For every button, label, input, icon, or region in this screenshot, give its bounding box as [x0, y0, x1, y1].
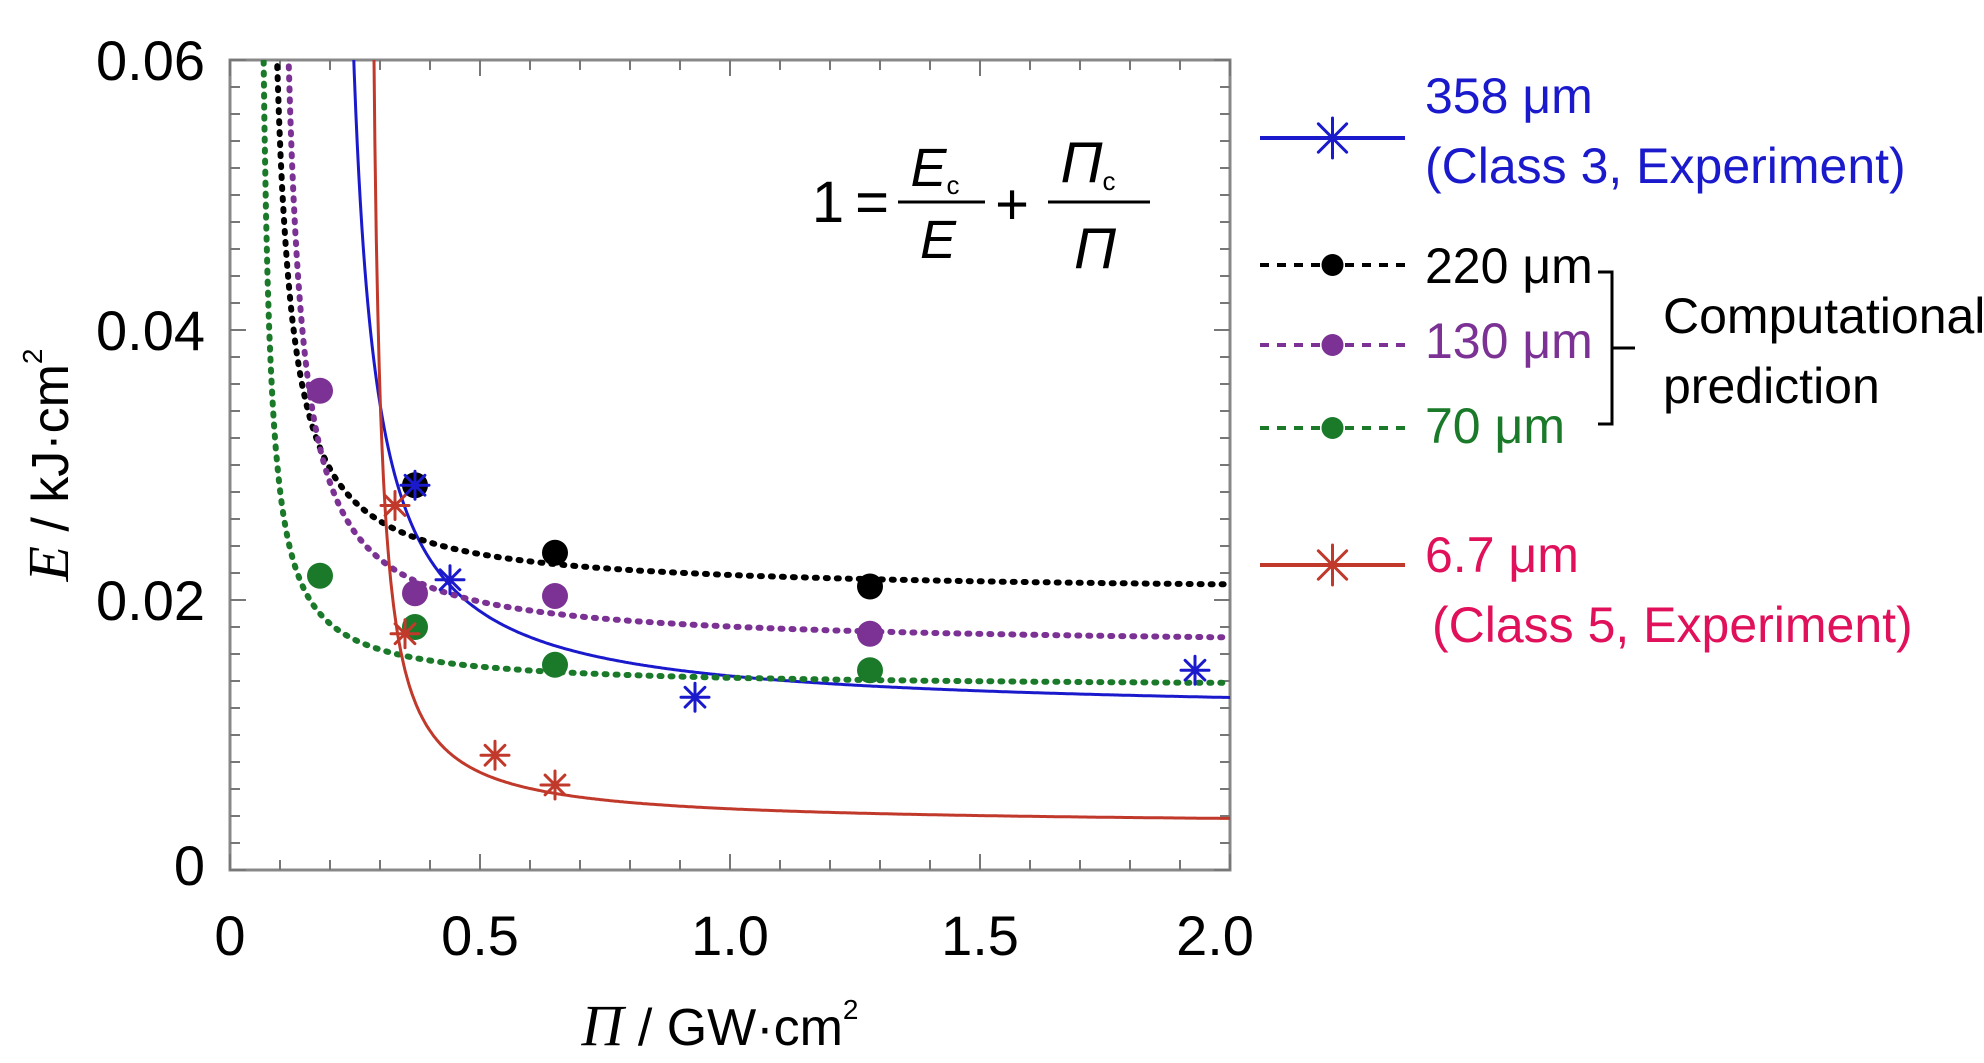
y-axis-title: E / kJ·cm2: [16, 349, 81, 583]
data-point-70μm: [542, 651, 568, 678]
legend-label-6.7um: 6.7 μm: [1425, 527, 1579, 583]
y-tick-label-1: 0.02: [96, 569, 205, 632]
y-tick-labels: 0 0.02 0.04 0.06: [96, 29, 205, 897]
data-point-130μm: [542, 582, 568, 609]
x-tick-label-0: 0: [214, 904, 245, 967]
data-point-130μm: [402, 580, 428, 607]
y-axis-sup: 2: [17, 349, 48, 365]
y-axis-unit: / kJ·cm: [22, 364, 80, 546]
legend-marker: [1321, 334, 1344, 356]
data-point-6.7μm-stroke: [543, 773, 567, 797]
data-point-6.7μm-stroke: [383, 494, 407, 517]
equation-lhs: 1: [812, 170, 844, 235]
x-tick-labels: 0 0.5 1.0 1.5 2.0: [214, 904, 1254, 967]
legend-label-130um: 130 μm: [1425, 313, 1593, 369]
legend: 358 μm (Class 3, Experiment) 220 μm 130 …: [1260, 68, 1984, 653]
data-point-358μm-stroke: [438, 568, 462, 592]
data-point-358μm-stroke: [683, 685, 707, 709]
data-point-220μm: [857, 573, 883, 600]
y-axis-symbol: E: [16, 546, 81, 582]
axis-ticks: [229, 59, 1231, 871]
equation-term2-numerator: Πc: [1060, 130, 1115, 196]
legend-marker: [1311, 116, 1354, 160]
data-point-358μm: [679, 681, 711, 713]
data-points: [307, 377, 1211, 801]
legend-symbol-70um: [1260, 417, 1405, 439]
fit-curve-70μm: [260, 60, 1230, 686]
legend-marker: [1311, 543, 1354, 587]
fit-curve-6.7μm: [372, 60, 1230, 820]
equation: 1 = Ec E + Πc Π: [812, 130, 1150, 281]
legend-item-130um: 130 μm: [1260, 313, 1593, 369]
legend-symbol-6.7um: [1260, 543, 1405, 587]
data-point-6.7μm: [389, 618, 421, 650]
legend-item-220um: 220 μm: [1260, 238, 1593, 294]
x-tick-label-3: 1.5: [941, 904, 1019, 967]
y-tick-label-0: 0: [174, 834, 205, 897]
equation-term1-numerator: Ec: [910, 138, 959, 200]
y-tick-label-3: 0.06: [96, 29, 205, 92]
data-point-6.7μm: [379, 490, 411, 521]
fit-curve-130μm: [285, 60, 1230, 641]
legend-item-6.7um: 6.7 μm (Class 5, Experiment): [1260, 527, 1913, 653]
data-point-6.7μm: [479, 739, 511, 771]
equation-term1-sub: c: [947, 170, 960, 200]
x-axis-title: Π / GW·cm2: [581, 993, 859, 1058]
data-point-6.7μm-stroke: [483, 743, 507, 767]
legend-label-70um: 70 μm: [1425, 398, 1565, 454]
y-tick-label-2: 0.04: [96, 299, 205, 362]
data-point-6.7μm-stroke: [393, 622, 417, 646]
bracket-label-line1: Computational: [1663, 288, 1984, 344]
data-point-358μm: [399, 469, 431, 501]
equation-term2-num-symbol: Π: [1060, 130, 1103, 195]
data-point-130μm: [857, 620, 883, 647]
legend-sublabel-358um: (Class 3, Experiment): [1425, 138, 1906, 194]
legend-marker: [1321, 254, 1344, 276]
data-point-130μm: [307, 377, 333, 404]
equation-term1-denominator: E: [920, 210, 957, 270]
equation-term2-sub: c: [1103, 166, 1116, 196]
legend-item-70um: 70 μm: [1260, 398, 1565, 454]
fit-curves: [260, 60, 1230, 820]
plot-frame: [228, 58, 1232, 872]
equation-equals: =: [855, 170, 889, 235]
data-point-70μm: [857, 657, 883, 684]
x-tick-label-1: 0.5: [441, 904, 519, 967]
data-point-358μm: [1179, 654, 1211, 686]
x-tick-label-4: 2.0: [1176, 904, 1254, 967]
legend-item-358um: 358 μm (Class 3, Experiment): [1260, 68, 1906, 194]
data-point-70μm: [307, 562, 333, 589]
legend-symbol-358um: [1260, 116, 1405, 160]
bracket-label-line2: prediction: [1663, 358, 1880, 414]
x-axis-sup: 2: [843, 994, 859, 1025]
legend-marker-stroke: [1316, 122, 1349, 154]
data-point-6.7μm: [539, 769, 571, 801]
legend-bracket: [1598, 270, 1635, 426]
legend-marker-stroke: [1316, 549, 1349, 581]
fit-curve-220μm: [274, 60, 1230, 588]
data-point-358μm-stroke: [403, 473, 427, 497]
legend-symbol-130um: [1260, 334, 1405, 356]
x-axis-unit: / GW·cm: [623, 999, 843, 1057]
legend-symbol-220um: [1260, 254, 1405, 276]
equation-plus: +: [995, 172, 1029, 237]
equation-term1-num-symbol: E: [910, 138, 947, 198]
data-point-220μm: [542, 539, 568, 566]
legend-sublabel-6.7um: (Class 5, Experiment): [1432, 597, 1913, 653]
legend-label-358um: 358 μm: [1425, 68, 1593, 124]
x-tick-label-2: 1.0: [691, 904, 769, 967]
legend-marker: [1321, 417, 1344, 439]
data-point-358μm-stroke: [1183, 658, 1207, 682]
data-point-358μm: [434, 564, 466, 596]
equation-term2-denominator: Π: [1074, 216, 1117, 281]
x-axis-symbol: Π: [581, 993, 627, 1058]
legend-label-220um: 220 μm: [1425, 238, 1593, 294]
